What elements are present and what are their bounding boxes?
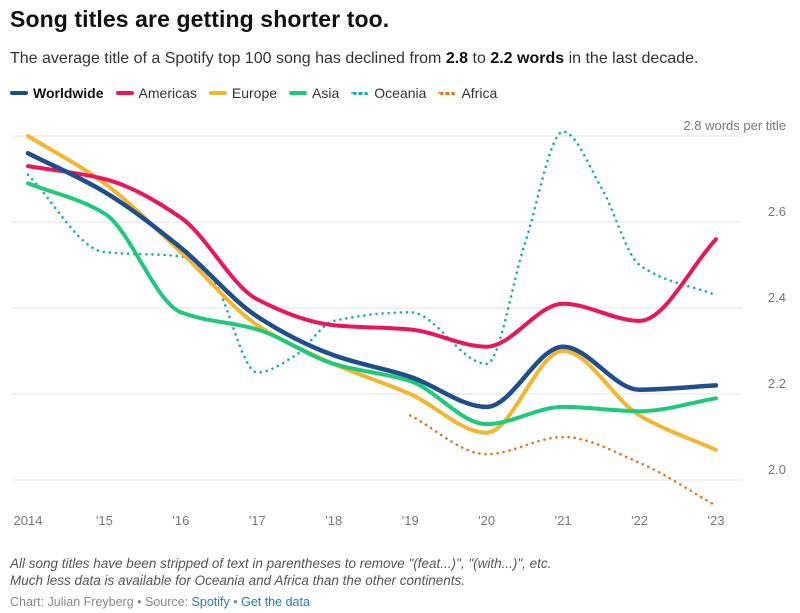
y-tick-label: 2.0 [768, 462, 786, 477]
series-line-africa[interactable] [408, 414, 718, 508]
y-tick-label: 2.6 [768, 204, 786, 219]
subtitle-post: in the last decade. [564, 50, 699, 67]
y-tick-label: 2.2 [768, 376, 786, 391]
note-data-availability: Much less data is available for Oceania … [10, 573, 466, 588]
x-tick-label: '17 [249, 513, 266, 528]
legend-item-worldwide[interactable]: Worldwide [10, 85, 104, 101]
subtitle-from: 2.8 [445, 50, 469, 67]
legend-item-europe[interactable]: Europe [208, 85, 278, 101]
note-parentheses: All song titles have been stripped of te… [10, 556, 552, 571]
series-line-oceania[interactable] [26, 130, 718, 374]
chart-subtitle: The average title of a Spotify top 100 s… [10, 50, 698, 68]
x-tick-label: '15 [96, 513, 113, 528]
series-layer [25, 130, 719, 508]
chart-title: Song titles are getting shorter too. [10, 6, 390, 32]
legend-swatch-asia [289, 91, 308, 95]
x-tick-label: '19 [402, 513, 419, 528]
legend-swatch-oceania [351, 91, 370, 95]
legend-label-worldwide: Worldwide [33, 85, 104, 101]
chart-credits: Chart: Julian Freyberg • Source: Spotify… [10, 595, 310, 609]
legend-item-africa[interactable]: Africa [438, 85, 497, 101]
series-line-asia[interactable] [26, 181, 718, 427]
x-tick-label: '20 [478, 513, 495, 528]
series-line-americas[interactable] [26, 164, 718, 349]
legend-item-americas[interactable]: Americas [115, 85, 197, 101]
line-chart: 2.0 2.2 2.4 2.6 2.8 words per title 2014 '15 '… [12, 118, 786, 528]
chart-legend: Worldwide Americas Europe Asia Oceania A… [10, 85, 509, 101]
y-tick-label: 2.8 words per title [683, 118, 786, 133]
y-tick-label: 2.4 [768, 290, 786, 305]
x-tick-label: '22 [631, 513, 648, 528]
legend-swatch-worldwide [10, 91, 28, 95]
legend-swatch-europe [208, 91, 227, 95]
series-line-europe[interactable] [26, 134, 718, 452]
credit-text: Chart: Julian Freyberg • Source: [10, 595, 192, 609]
series-line-worldwide[interactable] [25, 150, 719, 410]
legend-item-asia[interactable]: Asia [289, 85, 339, 101]
subtitle-to: 2.2 words [490, 50, 565, 67]
legend-label-africa: Africa [461, 85, 498, 101]
chart-notes: All song titles have been stripped of te… [10, 555, 551, 589]
x-tick-label: '18 [325, 513, 342, 528]
x-tick-label: 2014 [14, 513, 43, 528]
subtitle-pre: The average title of a Spotify top 100 s… [10, 50, 446, 67]
source-link[interactable]: Spotify [191, 595, 230, 609]
legend-swatch-africa [438, 91, 457, 95]
grid-layer [12, 135, 742, 481]
x-tick-labels: 2014 '15 '16 '17 '18 '19 '20 '21 '22 '23 [14, 513, 725, 528]
y-tick-labels: 2.0 2.2 2.4 2.6 2.8 words per title [683, 118, 786, 477]
legend-swatch-americas [115, 91, 134, 95]
get-data-link[interactable]: Get the data [241, 595, 310, 609]
legend-item-oceania[interactable]: Oceania [351, 85, 426, 101]
legend-label-oceania: Oceania [374, 85, 427, 101]
x-tick-label: '16 [172, 513, 189, 528]
subtitle-mid: to [468, 50, 491, 67]
legend-label-asia: Asia [312, 85, 340, 101]
legend-label-europe: Europe [231, 85, 278, 101]
x-tick-label: '23 [708, 513, 725, 528]
x-tick-label: '21 [555, 513, 572, 528]
legend-label-americas: Americas [138, 85, 197, 101]
credit-separator: • [229, 595, 242, 609]
